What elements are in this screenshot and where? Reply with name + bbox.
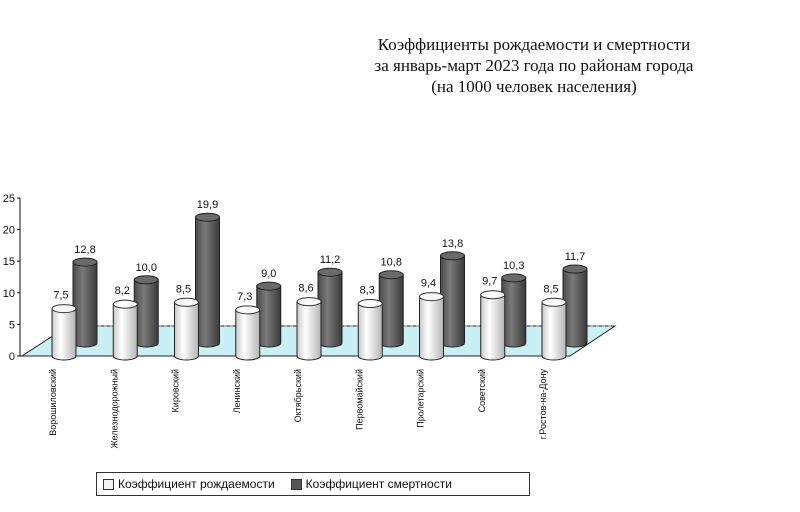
bar-birth-body: [357, 303, 383, 361]
bar-death-body: [378, 274, 404, 348]
bar-death: [133, 275, 159, 348]
bar-death-body: [72, 261, 98, 348]
bar-birth-body: [480, 294, 506, 361]
bar-birth: [174, 297, 199, 361]
y-tick-label: 5: [9, 319, 15, 331]
bar-birth-body: [541, 301, 567, 361]
bar-death: [317, 267, 343, 348]
bar-death-top: [562, 264, 588, 274]
legend-item-death: Коэффициент смертности: [290, 477, 452, 491]
bar-death-body: [501, 277, 527, 348]
bar-death-body: [256, 285, 282, 348]
bar-birth: [51, 304, 77, 361]
chart-title-line-1: Коэффициенты рождаемости и смертности: [377, 35, 691, 54]
chart-title-line-3: (на 1000 человек населения): [431, 77, 637, 96]
data-label-death: 10,3: [503, 260, 524, 272]
bar-birth-top: [357, 299, 383, 309]
bar-birth-top: [235, 305, 261, 315]
x-tick-label: Первомайский: [354, 369, 364, 430]
bar-birth: [112, 299, 138, 361]
legend-label-death: Коэффициент смертности: [305, 477, 452, 491]
bar-birth-body: [174, 301, 199, 361]
bar-death-top: [195, 212, 220, 222]
chart-title-line-2: за январь-март 2023 года по районам горо…: [374, 56, 694, 75]
bar-birth-top: [112, 299, 138, 309]
legend-item-birth: Коэффициент рождаемости: [103, 477, 275, 491]
data-label-birth: 8,5: [176, 283, 191, 295]
bar-birth-top: [174, 297, 199, 307]
bar-birth: [296, 297, 322, 361]
bar-death-body: [440, 255, 465, 348]
y-tick-label: 0: [9, 351, 15, 363]
bar-birth-top: [419, 292, 444, 302]
data-label-birth: 7,3: [237, 291, 252, 303]
legend-swatch-birth: [103, 478, 114, 490]
bar-death-top: [440, 251, 465, 261]
x-tick-label: Ленинский: [232, 369, 242, 413]
bar-death: [562, 264, 588, 348]
bar-death: [195, 212, 220, 348]
x-tick-label: Ворошиловский: [48, 369, 58, 436]
bar-birth-body: [419, 296, 444, 361]
y-tick-label: 25: [3, 193, 15, 205]
y-tick-label: 20: [3, 225, 15, 237]
bar-birth-top: [480, 290, 506, 300]
data-label-death: 11,2: [320, 254, 341, 266]
data-label-birth: 7,5: [53, 290, 68, 302]
chart-legend: Коэффициент рождаемости Коэффициент смер…: [96, 472, 530, 496]
bar-death-body: [562, 268, 588, 348]
chart-title: Коэффициенты рождаемости и смертности за…: [300, 34, 768, 97]
bar-birth-body: [51, 308, 77, 361]
data-label-death: 11,7: [565, 251, 586, 263]
data-label-death: 12,8: [74, 244, 95, 256]
bar-death: [72, 257, 98, 348]
data-label-birth: 9,7: [482, 276, 497, 288]
data-label-birth: 8,6: [298, 283, 313, 295]
legend-swatch-death: [290, 478, 302, 490]
bar-birth-top: [541, 297, 567, 307]
chart-plot: 0 5 10 15 20 25 12,8 7,5 Ворошиловский 10,0 8,2 Же…: [3, 193, 617, 449]
x-tick-label: Кировский: [171, 369, 181, 412]
bar-death-body: [317, 271, 343, 348]
bar-birth: [235, 305, 261, 361]
bar-death: [440, 251, 465, 348]
bar-birth: [357, 299, 383, 361]
bar-death-top: [378, 270, 404, 280]
bar-death: [378, 270, 404, 348]
data-label-death: 9,0: [261, 268, 276, 280]
y-tick-label: 15: [3, 256, 15, 268]
bar-birth-body: [296, 301, 322, 361]
bar-death-top: [72, 257, 98, 267]
x-tick-label: Октябрьский: [293, 369, 303, 422]
data-label-birth: 8,2: [115, 285, 130, 297]
bar-birth-body: [112, 303, 138, 361]
data-label-death: 10,0: [136, 262, 157, 274]
data-label-death: 10,8: [381, 257, 402, 269]
bar-death: [256, 281, 282, 348]
data-label-death: 13,8: [442, 238, 463, 250]
bar-death-top: [317, 267, 343, 277]
bar-birth: [419, 292, 444, 361]
bar-birth-top: [51, 304, 77, 314]
bar-death-body: [133, 279, 159, 348]
data-label-birth: 8,3: [360, 285, 375, 297]
x-tick-label: Пролетарский: [416, 369, 426, 428]
data-label-birth: 8,5: [543, 283, 558, 295]
bar-death: [501, 273, 527, 348]
legend-label-birth: Коэффициент рождаемости: [118, 477, 275, 491]
bar-birth: [541, 297, 567, 361]
bar-birth: [480, 290, 506, 361]
x-tick-label: Советский: [477, 369, 487, 412]
bar-birth-body: [235, 309, 261, 361]
x-tick-label: Железнодорожный: [109, 369, 119, 449]
bar-birth-top: [296, 297, 322, 307]
y-tick-label: 10: [3, 288, 15, 300]
data-label-death: 19,9: [197, 199, 218, 211]
bar-death-body: [195, 216, 220, 348]
data-label-birth: 9,4: [421, 278, 436, 290]
bar-death-top: [133, 275, 159, 285]
bar-death-top: [256, 281, 282, 291]
bar-death-top: [501, 273, 527, 283]
x-tick-label: г.Ростов-на-Дону: [538, 369, 548, 440]
